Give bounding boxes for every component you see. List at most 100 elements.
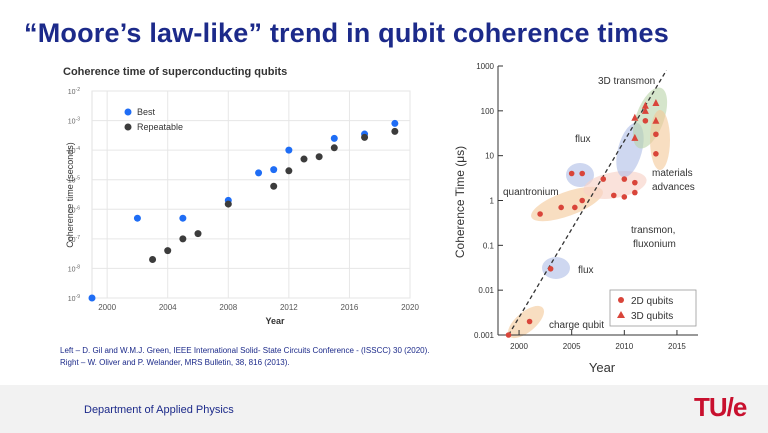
2d-qubit-point xyxy=(600,176,607,182)
repeatable-point xyxy=(270,182,278,190)
trend-line xyxy=(507,70,667,336)
best-point xyxy=(361,130,369,138)
references: Left – D. Gil and W.M.J. Green, IEEE Int… xyxy=(60,345,430,369)
best-point xyxy=(270,166,278,174)
left-data-points xyxy=(88,119,399,302)
right-y-tick-label: 0.1 xyxy=(483,241,495,250)
left-x-tick-label: 2016 xyxy=(341,303,359,312)
left-y-tick-label: 10-5 xyxy=(68,176,80,185)
best-point xyxy=(133,214,141,222)
2d-qubit-point xyxy=(568,170,575,177)
annotation-materials-2: advances xyxy=(652,182,695,193)
legend-best-label: Best xyxy=(137,107,156,117)
left-x-tick-labels: 2000 2004 2008 2012 2016 2020 xyxy=(98,303,419,312)
legend-2d-marker xyxy=(618,297,624,303)
department-name: Department of Applied Physics xyxy=(84,404,234,416)
legend-3d-label: 3D qubits xyxy=(631,311,673,322)
repeatable-point xyxy=(224,200,232,208)
left-gridlines xyxy=(92,90,411,299)
2d-qubit-point xyxy=(632,189,638,196)
2d-qubit-point xyxy=(505,332,512,338)
left-x-tick-label: 2020 xyxy=(401,303,419,312)
ellipse-quantronium xyxy=(531,186,603,222)
best-point xyxy=(255,169,263,177)
2d-qubit-point xyxy=(579,197,586,204)
repeatable-point xyxy=(300,155,308,163)
annotation-fluxonium: fluxonium xyxy=(633,239,676,250)
best-point xyxy=(391,119,399,127)
repeatable-point xyxy=(315,153,323,161)
right-group-ellipses xyxy=(507,87,670,339)
3d-qubit-point xyxy=(631,113,639,121)
2d-qubit-point xyxy=(537,211,543,217)
right-y-tick-label: 100 xyxy=(481,107,495,116)
2d-qubit-point xyxy=(572,204,578,211)
repeatable-point xyxy=(149,256,157,264)
legend-3d-marker xyxy=(617,311,625,318)
2d-qubit-point xyxy=(579,170,586,177)
best-point xyxy=(179,214,187,222)
right-data-points xyxy=(505,98,660,338)
3d-qubit-point xyxy=(641,101,649,109)
left-y-tick-label: 10-9 xyxy=(68,294,80,303)
left-chart-title: Coherence time of superconducting qubits xyxy=(63,66,287,78)
legend-best-marker xyxy=(124,108,132,116)
ellipse-flux-low xyxy=(542,257,570,279)
2d-qubit-point xyxy=(632,179,638,186)
right-x-axis-label: Year xyxy=(589,360,616,375)
ellipse-materials xyxy=(650,110,670,170)
left-x-tick-label: 2012 xyxy=(280,303,298,312)
right-legend: 2D qubits 3D qubits xyxy=(609,289,697,327)
left-y-tick-label: 10-3 xyxy=(68,117,80,126)
3d-qubit-point xyxy=(641,106,649,114)
annotation-transmon: transmon, xyxy=(631,225,675,236)
left-x-tick-label: 2008 xyxy=(219,303,237,312)
repeatable-point xyxy=(361,133,369,141)
best-point xyxy=(88,294,96,302)
legend-2d-label: 2D qubits xyxy=(631,296,673,307)
legend-repeatable-marker xyxy=(124,123,132,131)
3d-qubit-point xyxy=(652,98,660,106)
repeatable-point xyxy=(164,247,172,255)
repeatable-point xyxy=(194,230,202,238)
ellipse-flux-high xyxy=(616,122,644,178)
right-legend-box xyxy=(609,289,697,327)
3d-qubit-point xyxy=(631,133,639,141)
ellipse-transmon-fluxonium xyxy=(583,171,647,199)
2d-qubit-point xyxy=(526,318,533,325)
annotation-charge-qubit: charge qubit xyxy=(549,320,604,331)
annotation-materials-1: materials xyxy=(652,168,693,179)
slide-title: “Moore’s law-like” trend in qubit cohere… xyxy=(24,18,669,48)
reference-left: Left – D. Gil and W.M.J. Green, IEEE Int… xyxy=(60,346,430,355)
left-y-tick-label: 10-7 xyxy=(68,235,80,244)
left-y-tick-label: 10-6 xyxy=(68,205,80,214)
right-x-tick-label: 2015 xyxy=(668,342,686,351)
left-y-tick-label: 10-2 xyxy=(68,87,80,96)
tue-logo: TU/e xyxy=(694,392,747,422)
footer-bar xyxy=(0,385,768,433)
right-y-tick-label: 1000 xyxy=(476,62,494,71)
left-legend: Best Repeatable xyxy=(124,107,183,132)
left-y-axis-label: Coherence time (seconds) xyxy=(65,142,75,248)
right-x-tick-label: 2000 xyxy=(510,342,528,351)
2d-qubit-point xyxy=(547,265,554,272)
right-y-tick-label: 1 xyxy=(490,197,495,206)
2d-qubit-point xyxy=(621,176,628,182)
ellipse-charge-qubit xyxy=(507,305,545,339)
2d-qubit-point xyxy=(642,117,649,124)
repeatable-point xyxy=(330,144,338,152)
best-point xyxy=(224,196,232,204)
right-y-tick-label: 0.001 xyxy=(474,331,495,340)
reference-right: Right – W. Oliver and P. Welander, MRS B… xyxy=(60,358,290,367)
left-y-tick-labels: 10-2 10-3 10-4 10-5 10-6 10-7 10-8 10-9 xyxy=(68,87,80,303)
right-x-tick-label: 2010 xyxy=(615,342,633,351)
repeatable-point xyxy=(179,235,187,243)
repeatable-point xyxy=(391,127,399,135)
annotation-quantronium: quantronium xyxy=(503,187,559,198)
2d-qubit-point xyxy=(610,192,617,199)
right-x-tick-labels: 2000 2005 2010 2015 xyxy=(510,330,686,351)
legend-repeatable-label: Repeatable xyxy=(137,122,183,132)
right-y-tick-label: 0.01 xyxy=(478,286,494,295)
right-y-tick-label: 10 xyxy=(485,152,494,161)
annotation-flux-low: flux xyxy=(578,265,594,276)
